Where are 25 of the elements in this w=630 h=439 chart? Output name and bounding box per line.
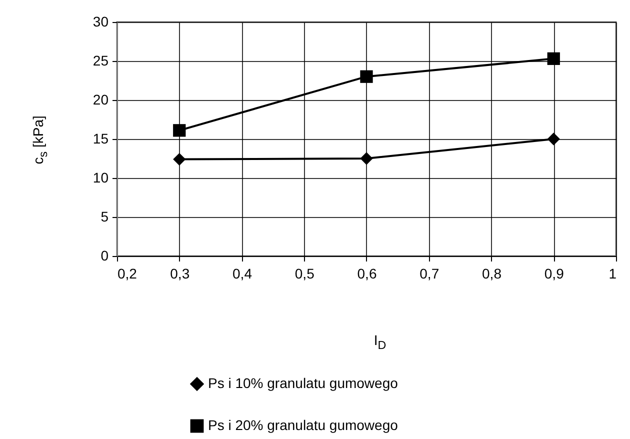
y-tick-label: 10 — [92, 170, 109, 186]
point — [547, 52, 560, 65]
x-tick-label: 0,6 — [357, 266, 377, 282]
y-tick-label: 25 — [92, 52, 109, 68]
point — [173, 124, 186, 137]
point — [360, 70, 373, 83]
x-tick-label: 0,9 — [544, 266, 564, 282]
x-axis-title: I$_{D}$ — [372, 332, 388, 352]
y-tick-label: 15 — [92, 130, 109, 146]
y-tick-label: 5 — [100, 208, 109, 224]
point — [360, 152, 373, 165]
x-tick-label: 1 — [608, 266, 617, 282]
y-tick-label: 20 — [92, 92, 109, 108]
x-tick-label: 0,5 — [294, 266, 315, 282]
x-tick-label: 0,2 — [118, 266, 138, 282]
x-tick-label: 0,7 — [420, 266, 440, 282]
x-tick-label: 0,4 — [232, 266, 252, 282]
y-tick-label: 0 — [100, 248, 109, 264]
x-tick-label: 0,3 — [170, 266, 190, 282]
point — [547, 132, 560, 146]
y-tick-label: 30 — [92, 14, 109, 30]
point — [173, 152, 186, 166]
legend-label: Ps i 10% granulatu gumowego — [208, 375, 398, 391]
legend-label: Ps i 20% granulatu gumowego — [208, 417, 398, 433]
x-tick-label: 0,8 — [482, 266, 502, 282]
